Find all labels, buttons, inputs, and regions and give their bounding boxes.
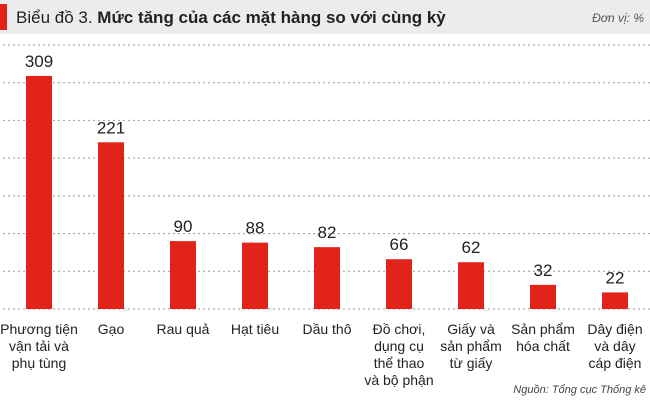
source-note: Nguồn: Tổng cục Thống kê [513, 384, 646, 396]
value-label: 62 [462, 238, 481, 257]
x-tick-label: Đồ chơi, dụng cụ thể thao và bộ phận [364, 321, 433, 388]
header-bg [0, 0, 650, 34]
bar [458, 262, 484, 309]
value-label: 88 [246, 219, 265, 238]
x-tick-label: Giấy và sản phẩm từ giấy [440, 321, 501, 371]
x-tick-label: Rau quả [157, 321, 210, 337]
value-label: 32 [534, 261, 553, 280]
value-label: 82 [318, 223, 337, 242]
title-prefix: Biểu đồ 3. [16, 8, 93, 27]
x-tick-label: Sản phẩm hóa chất [511, 321, 575, 354]
bar [530, 284, 556, 309]
value-label: 221 [97, 118, 125, 137]
title-main: Mức tăng của các mặt hàng so với cùng kỳ [97, 8, 446, 27]
bar [386, 259, 412, 309]
x-tick-label: Dây điện và dây cáp điện [587, 321, 642, 371]
x-tick-label: Dầu thô [302, 321, 351, 337]
header-marker [0, 4, 7, 30]
x-tick-label: Phương tiện vận tải và phụ tùng [0, 321, 78, 371]
bar [26, 75, 52, 309]
value-label: 90 [174, 217, 193, 236]
x-tick-label: Gạo [98, 321, 125, 337]
bar [602, 292, 628, 309]
value-label: 22 [606, 268, 625, 287]
value-label: 309 [25, 52, 53, 71]
x-tick-label: Hạt tiêu [231, 321, 279, 337]
chart-title: Biểu đồ 3. Mức tăng của các mặt hàng so … [16, 8, 446, 27]
bar [242, 242, 268, 309]
bar [170, 241, 196, 309]
bar [314, 247, 340, 309]
bar [98, 142, 124, 309]
value-label: 66 [390, 235, 409, 254]
unit-label: Đơn vị: % [592, 11, 644, 25]
